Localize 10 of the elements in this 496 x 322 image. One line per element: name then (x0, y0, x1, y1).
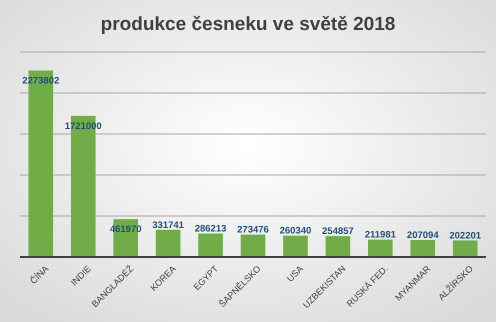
data-label: 254857 (322, 226, 354, 238)
chart-title: produkce česneku ve světě 2018 (100, 14, 396, 35)
data-label: 260340 (280, 226, 312, 237)
data-label: 273476 (237, 224, 269, 236)
data-label: 207094 (406, 230, 440, 242)
x-tick-label: USA (284, 264, 306, 284)
data-label: 331741 (152, 220, 185, 231)
data-label: 211981 (364, 230, 397, 241)
data-label: 286213 (194, 224, 226, 235)
data-label: 202201 (449, 230, 482, 242)
